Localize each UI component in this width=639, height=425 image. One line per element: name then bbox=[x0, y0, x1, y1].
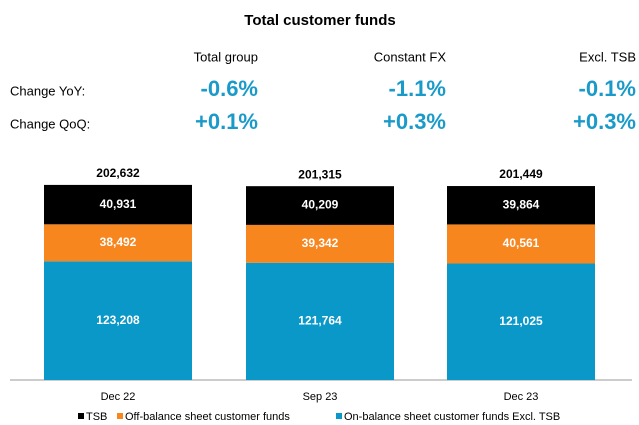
legend-swatch bbox=[117, 413, 123, 419]
x-tick-label: Sep 23 bbox=[303, 391, 338, 403]
bar-segment bbox=[246, 186, 394, 225]
segment-label: 38,492 bbox=[100, 235, 137, 249]
row-label: Change YoY: bbox=[10, 83, 85, 98]
total-label: 201,449 bbox=[499, 167, 543, 181]
column-header: Excl. TSB bbox=[579, 49, 636, 64]
change-value: -0.1% bbox=[579, 76, 636, 101]
bar-segment bbox=[447, 263, 595, 380]
bar-segment bbox=[44, 184, 192, 225]
row-label: Change QoQ: bbox=[10, 116, 90, 131]
change-value: +0.3% bbox=[383, 109, 446, 134]
change-value: +0.1% bbox=[195, 109, 258, 134]
segment-label: 123,208 bbox=[96, 313, 140, 327]
bar-segment bbox=[44, 224, 192, 262]
bar-segment bbox=[44, 261, 192, 380]
total-label: 202,632 bbox=[96, 166, 140, 180]
segment-label: 40,209 bbox=[302, 198, 339, 212]
segment-label: 40,931 bbox=[100, 197, 137, 211]
segment-label: 39,864 bbox=[503, 197, 540, 211]
x-tick-label: Dec 22 bbox=[101, 391, 136, 403]
legend-swatch bbox=[78, 413, 84, 419]
change-value: -0.6% bbox=[201, 76, 258, 101]
bar-segment bbox=[447, 224, 595, 264]
segment-label: 121,025 bbox=[499, 314, 543, 328]
legend-label: TSB bbox=[86, 411, 107, 423]
total-label: 201,315 bbox=[298, 167, 342, 181]
chart-title: Total customer funds bbox=[244, 12, 395, 29]
legend-label: Off-balance sheet customer funds bbox=[125, 411, 290, 423]
column-header: Constant FX bbox=[374, 49, 447, 64]
bar-segment bbox=[246, 262, 394, 380]
change-value: +0.3% bbox=[573, 109, 636, 134]
x-tick-label: Dec 23 bbox=[504, 391, 539, 403]
column-header: Total group bbox=[194, 49, 258, 64]
bar-segment bbox=[246, 224, 394, 263]
legend-label: On-balance sheet customer funds Excl. TS… bbox=[344, 411, 560, 423]
legend-swatch bbox=[336, 413, 342, 419]
segment-label: 39,342 bbox=[302, 236, 339, 250]
segment-label: 40,561 bbox=[503, 236, 540, 250]
change-value: -1.1% bbox=[389, 76, 446, 101]
bar-segment bbox=[447, 186, 595, 225]
segment-label: 121,764 bbox=[298, 314, 342, 328]
